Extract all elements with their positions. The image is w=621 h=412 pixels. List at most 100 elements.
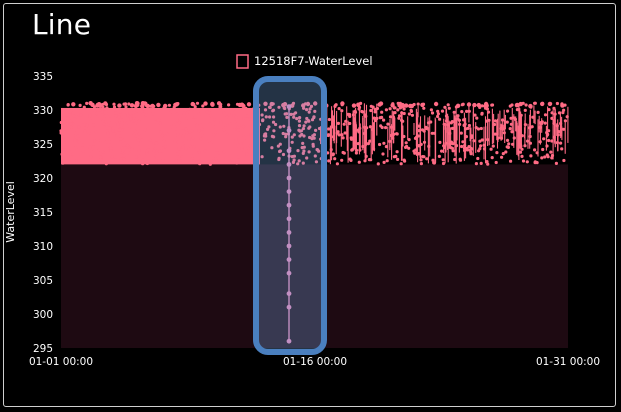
- data-point: [161, 159, 165, 163]
- data-point: [461, 140, 465, 144]
- y-tick-label: 320: [33, 173, 53, 185]
- data-point: [292, 112, 296, 116]
- data-point: [123, 102, 128, 106]
- y-tick-label: 325: [33, 139, 53, 151]
- data-point: [440, 149, 444, 153]
- data-point: [274, 122, 278, 127]
- data-point: [165, 132, 169, 136]
- data-point: [124, 105, 128, 109]
- data-point: [349, 136, 353, 140]
- data-point: [111, 126, 115, 130]
- y-axis-ticks: 295 300 305 310 315 320 325 330 335: [33, 71, 53, 355]
- data-point: [285, 115, 289, 119]
- data-point: [77, 125, 81, 129]
- data-point: [360, 109, 364, 114]
- data-point: [154, 154, 158, 158]
- data-point: [449, 121, 453, 125]
- data-point: [341, 150, 345, 155]
- data-point: [281, 131, 285, 136]
- data-point: [476, 156, 480, 161]
- data-point: [533, 161, 537, 165]
- data-point: [305, 156, 309, 160]
- data-point: [398, 103, 403, 108]
- data-point: [520, 154, 524, 158]
- y-tick-label: 335: [33, 71, 53, 83]
- data-point: [533, 148, 537, 152]
- legend-swatch[interactable]: [236, 54, 249, 69]
- data-point: [272, 129, 276, 133]
- data-point: [201, 104, 205, 108]
- data-point: [277, 157, 281, 162]
- data-point: [407, 146, 411, 150]
- data-point: [69, 122, 73, 126]
- data-point: [221, 157, 225, 161]
- data-point: [506, 138, 510, 142]
- data-point: [422, 106, 426, 110]
- data-point: [485, 160, 489, 164]
- data-point: [241, 124, 246, 129]
- data-point: [145, 152, 149, 156]
- data-point: [82, 105, 86, 109]
- data-point: [366, 142, 370, 146]
- data-point: [184, 147, 188, 151]
- data-point: [61, 161, 65, 165]
- data-point: [104, 162, 108, 166]
- data-point: [300, 132, 304, 137]
- data-point: [71, 111, 75, 115]
- dip-point: [286, 270, 292, 276]
- data-point: [263, 108, 268, 112]
- data-point: [122, 125, 126, 129]
- data-point: [196, 148, 200, 152]
- data-point: [284, 132, 288, 136]
- data-point: [158, 121, 162, 126]
- data-point: [281, 152, 286, 157]
- data-point: [219, 120, 223, 125]
- data-point: [476, 102, 481, 108]
- data-point: [81, 120, 85, 124]
- data-point: [264, 115, 268, 119]
- chart-title: Line: [32, 8, 92, 41]
- data-point: [378, 142, 382, 147]
- data-point: [246, 146, 250, 150]
- y-tick-label: 315: [33, 207, 53, 219]
- data-point: [191, 136, 195, 140]
- data-point: [458, 158, 463, 162]
- data-point: [227, 103, 231, 107]
- data-point: [491, 144, 495, 148]
- data-point: [271, 120, 276, 124]
- data-point: [227, 113, 231, 117]
- data-point: [385, 159, 389, 163]
- data-point: [154, 158, 158, 162]
- data-point: [268, 115, 272, 119]
- data-point: [192, 145, 196, 149]
- data-point: [87, 131, 91, 135]
- data-point: [122, 138, 126, 142]
- data-point: [216, 130, 220, 134]
- data-point: [127, 102, 131, 106]
- data-point: [437, 154, 441, 158]
- dip-point: [286, 291, 292, 296]
- data-point: [163, 145, 168, 149]
- data-point: [71, 152, 75, 156]
- x-tick-label: 01-16 00:00: [283, 356, 347, 368]
- data-point: [130, 119, 134, 123]
- data-point: [174, 127, 178, 131]
- data-point: [222, 150, 226, 154]
- data-point: [472, 102, 477, 108]
- data-point: [91, 123, 96, 127]
- data-point: [129, 103, 135, 108]
- data-point: [296, 162, 300, 166]
- highlight-box: [253, 76, 327, 355]
- data-point: [176, 132, 180, 136]
- data-point: [125, 121, 129, 125]
- x-tick-label: 01-31 00:00: [536, 356, 600, 368]
- data-point: [238, 140, 242, 144]
- data-point: [543, 121, 547, 125]
- data-point: [351, 103, 357, 108]
- legend-label[interactable]: 12518F7-WaterLevel: [254, 54, 373, 68]
- data-point: [107, 126, 112, 130]
- data-point: [185, 131, 189, 135]
- data-point: [436, 109, 440, 113]
- data-point: [194, 118, 198, 122]
- data-point: [477, 149, 481, 153]
